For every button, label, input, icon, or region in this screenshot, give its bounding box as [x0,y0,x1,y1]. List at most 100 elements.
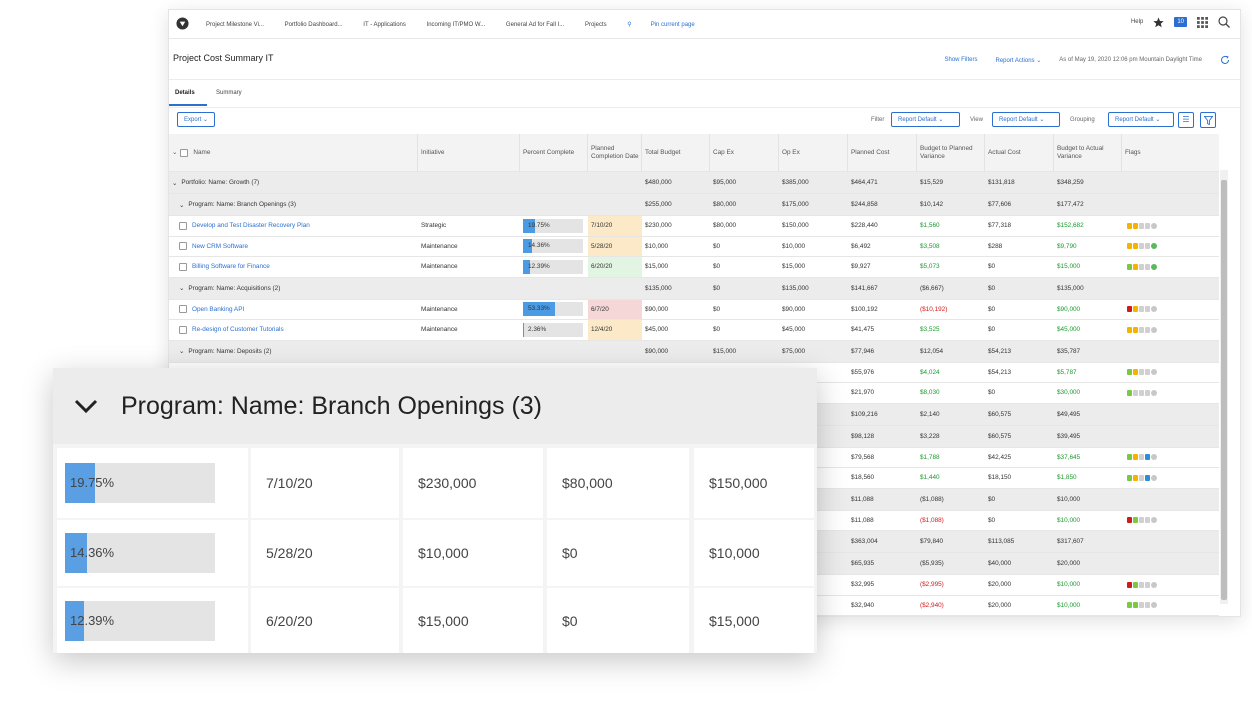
tab-summary[interactable]: Summary [216,90,242,96]
row-checkbox[interactable] [179,221,187,230]
group-row[interactable]: ⌄ Program: Name: Deposits (2) $90,000 $15,0… [169,340,1219,363]
column-header-cap-ex[interactable]: Cap Ex [710,134,779,171]
group-name-cell[interactable]: ⌄ Program: Name: Branch Openings (3) [169,194,639,215]
column-header-name[interactable]: ⌄ Name [169,134,418,171]
actual-value: $0 [988,305,996,313]
table-row[interactable]: Re-design of Customer Tutorials Maintenan… [169,320,1219,341]
zoomed-opex-value: $15,000 [709,613,760,629]
planned-value: $32,995 [851,581,875,589]
export-button[interactable]: Export ⌄ [177,112,216,127]
apps-grid-icon[interactable] [1197,16,1208,28]
flag-icon [1133,517,1138,524]
recent-tab[interactable]: Projects [584,22,607,28]
group-name-cell[interactable]: ⌄ Program: Name: Deposits (2) [169,341,639,362]
scrollbar-thumb[interactable] [1221,180,1227,600]
project-link[interactable]: Billing Software for Finance [192,263,270,271]
recent-tab[interactable]: Incoming IT/PMO W... [426,22,486,28]
zoomed-total-cell: $230,000 [403,448,543,518]
group-name-cell[interactable]: ⌄ Portfolio: Name: Growth (7) [169,172,639,193]
recent-tab[interactable]: General Ad for Fall I... [505,22,565,28]
row-checkbox[interactable] [179,325,187,334]
chevron-down-icon[interactable] [73,393,99,419]
recent-tab[interactable]: IT - Applications [363,22,406,28]
column-header-total-budget[interactable]: Total Budget [642,134,710,171]
bav-cell: $10,000 [1054,489,1122,510]
filter-toggle-button[interactable] [1200,112,1216,128]
column-header-actual-cost[interactable]: Actual Cost [985,134,1054,171]
column-header-op-ex[interactable]: Op Ex [779,134,848,171]
view-select[interactable]: Report Default ⌄ [992,112,1060,127]
chevron-down-icon[interactable]: ⌄ [179,348,185,355]
planned-cell: $109,216 [848,404,917,425]
report-header: Project Cost Summary IT Show Filters Rep… [169,39,1240,80]
bav-cell: $9,790 [1054,237,1122,257]
table-row[interactable]: Develop and Test Disaster Recovery Plan S… [169,216,1219,237]
project-link[interactable]: Re-design of Customer Tutorials [192,326,284,334]
column-header-budget-to-actual-variance[interactable]: Budget to Actual Variance [1054,134,1122,171]
group-name-cell[interactable]: ⌄ Program: Name: Acquisitions (2) [169,278,639,299]
project-link[interactable]: Develop and Test Disaster Recovery Plan [192,222,310,230]
flag-icon [1145,243,1150,250]
progress-value: 14.36% [528,242,550,250]
table-row[interactable]: Open Banking API Maintenance 53.33% 6/7/20 $… [169,299,1219,320]
grouping-select[interactable]: Report Default ⌄ [1108,112,1174,127]
planned-completion-date-cell: 7/10/20 [588,216,642,236]
app-logo-icon[interactable] [176,17,189,30]
star-icon[interactable] [1153,16,1164,28]
bav-cell: $317,607 [1054,531,1122,552]
flag-icon [1145,602,1150,609]
filter-select[interactable]: Report Default ⌄ [891,112,960,127]
help-link[interactable]: Help [1130,19,1144,25]
notifications-badge[interactable]: 10 [1174,17,1187,27]
row-checkbox[interactable] [179,262,187,271]
tab-details[interactable]: Details [175,90,195,96]
project-link[interactable]: New CRM Software [192,242,249,250]
column-settings-button[interactable]: ☰ [1178,112,1194,128]
column-header-planned-completion-date[interactable]: Planned Completion Date [588,134,642,171]
chevron-down-icon[interactable]: ⌄ [172,179,178,187]
bpv-cell: $1,788 [917,448,985,468]
column-header-percent-complete[interactable]: Percent Complete [520,134,588,171]
select-all-checkbox[interactable] [180,148,189,157]
total-cell: $45,000 [642,320,710,340]
flag-icon [1145,263,1150,270]
progress-fill [523,302,555,317]
actual-cell: $0 [985,489,1054,510]
column-header-planned-cost[interactable]: Planned Cost [848,134,917,171]
recent-tab[interactable]: Portfolio Dashboard... [284,22,343,28]
bpv-cell: ($1,088) [917,511,985,531]
row-checkbox[interactable] [179,305,187,314]
project-link[interactable]: Open Banking API [192,305,245,313]
table-row[interactable]: Billing Software for Finance Maintenance 1… [169,257,1219,278]
recent-tab[interactable]: Project Milestone Vi... [206,22,264,28]
flags-cell [1122,511,1219,531]
flags-cell [1122,383,1219,403]
pin-current-page-link[interactable]: ⚲ Pin current page [627,21,713,28]
total-value: $255,000 [645,201,672,208]
search-icon[interactable] [1218,16,1230,28]
flags-cell [1122,363,1219,383]
group-row[interactable]: ⌄ Program: Name: Branch Openings (3) $255,… [169,194,1219,216]
zoomed-capex-cell: $80,000 [547,448,689,518]
zoomed-group-header[interactable]: Program: Name: Branch Openings (3) [53,368,817,444]
refresh-icon[interactable] [1220,55,1230,65]
bpv-cell: $4,024 [917,363,985,383]
date-value: 6/20/20 [591,263,613,271]
table-row[interactable]: New CRM Software Maintenance 14.36% 5/28/20… [169,236,1219,257]
chevron-down-icon[interactable]: ⌄ [179,201,185,209]
planned-value: $11,088 [851,516,874,524]
chevron-down-icon[interactable]: ⌄ [179,285,185,292]
column-header-initiative[interactable]: Initiative [418,134,520,171]
column-header-budget-to-planned-variance[interactable]: Budget to Planned Variance [917,134,985,171]
vertical-scrollbar[interactable] [1220,170,1228,604]
progress-bar: 53.33% [523,302,583,317]
group-row[interactable]: ⌄ Program: Name: Acquisitions (2) $135,000… [169,277,1219,300]
row-checkbox[interactable] [179,242,187,251]
bpv-cell: $3,508 [917,237,985,257]
report-actions-menu[interactable]: Report Actions ⌄ [996,57,1042,64]
column-header-flags[interactable]: Flags [1125,148,1141,156]
group-row[interactable]: ⌄ Portfolio: Name: Growth (7) $480,000 $95,… [169,172,1219,194]
zoomed-progress-value: 12.39% [70,613,115,628]
show-filters-link[interactable]: Show Filters [944,57,978,63]
planned-value: $11,088 [851,495,874,503]
